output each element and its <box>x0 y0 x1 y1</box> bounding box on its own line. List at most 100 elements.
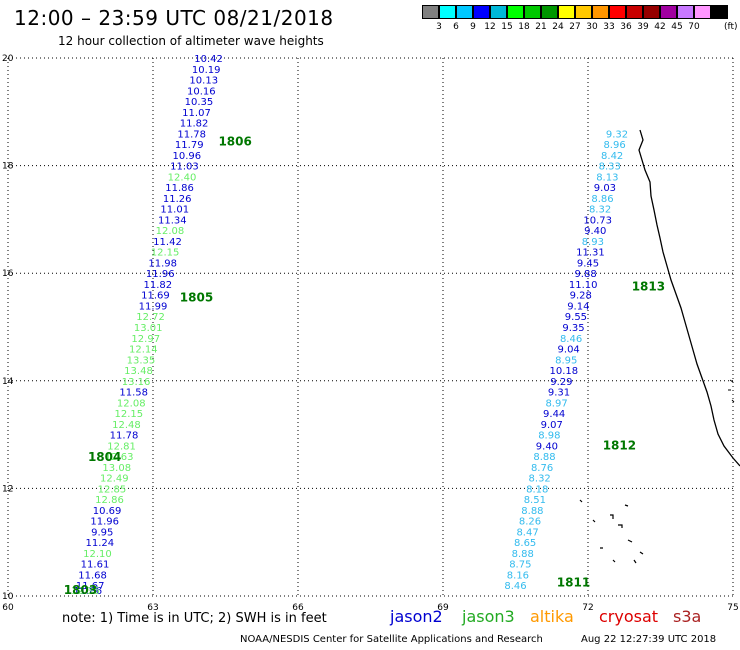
track-labels: 1806 1805 1804 1803 1813 1812 1811 <box>64 134 665 597</box>
color-scale-label: 42 <box>654 22 666 32</box>
wave-height-label: 9.88 <box>574 269 596 280</box>
color-swatch <box>541 5 558 19</box>
y-tick-label: 16 <box>2 269 14 279</box>
wave-height-label: 11.07 <box>182 108 211 119</box>
track-id-label: 1812 <box>603 438 636 452</box>
wave-height-label: 12.36 <box>71 586 100 597</box>
wave-height-label: 8.97 <box>545 398 567 409</box>
wave-height-label: 9.03 <box>594 183 616 194</box>
wave-height-label: 11.01 <box>160 205 189 216</box>
color-scale-label: 24 <box>552 22 564 32</box>
wave-height-label: 8.88 <box>521 506 543 517</box>
color-swatch <box>660 5 677 19</box>
color-scale-label: 45 <box>671 22 683 32</box>
wave-height-label: 13.48 <box>124 366 153 377</box>
track-id-label: 1803 <box>64 583 97 597</box>
legend-altika: altika <box>530 607 574 626</box>
y-tick-label: 18 <box>2 162 14 172</box>
wave-height-label: 11.86 <box>73 586 102 597</box>
color-scale-label: 21 <box>535 22 547 32</box>
color-scale-label: 18 <box>518 22 530 32</box>
wave-height-label: 8.65 <box>514 538 536 549</box>
wave-height-label: 12.63 <box>105 452 134 463</box>
color-scale-label: 6 <box>453 22 459 32</box>
y-axis-labels: 10 12 14 16 18 20 <box>2 54 14 602</box>
wave-height-label: 11.68 <box>78 570 107 581</box>
wave-height-label: 10.42 <box>194 54 223 65</box>
color-scale-label: 70 <box>688 22 700 32</box>
wave-height-label: 12.48 <box>112 420 141 431</box>
wave-height-label: 11.82 <box>180 119 209 130</box>
track-id-label: 1805 <box>180 290 213 304</box>
color-scale-label: 33 <box>603 22 615 32</box>
color-scale-label: 15 <box>501 22 513 32</box>
track-id-label: 1804 <box>88 450 121 464</box>
wave-height-label: 13.16 <box>122 377 151 388</box>
wave-height-label: 12.40 <box>168 172 197 183</box>
wave-height-label: 11.99 <box>139 301 168 312</box>
color-swatch <box>507 5 524 19</box>
wave-height-label: 8.86 <box>591 194 613 205</box>
map-grid <box>7 57 734 597</box>
wave-height-label: 9.29 <box>550 377 572 388</box>
wave-height-label: 8.88 <box>512 549 534 560</box>
legend-cryosat: cryosat <box>599 607 659 626</box>
color-scale-label: 12 <box>484 22 496 32</box>
wave-height-label: 9.14 <box>567 301 589 312</box>
wave-height-label: 8.95 <box>555 355 577 366</box>
y-tick-label: 20 <box>2 54 14 64</box>
color-swatch <box>490 5 507 19</box>
wave-height-label: 8.98 <box>538 431 560 442</box>
wave-height-label: 12.08 <box>156 226 185 237</box>
wave-height-label: 12.15 <box>115 409 144 420</box>
wave-height-label: 10.69 <box>93 506 122 517</box>
wave-height-label: 8.47 <box>516 527 538 538</box>
wave-height-label: 9.04 <box>558 345 580 356</box>
footer-timestamp: Aug 22 12:27:39 UTC 2018 <box>581 634 717 645</box>
wave-height-label: 9.31 <box>548 388 570 399</box>
wave-height-label: 11.61 <box>81 560 110 571</box>
wave-height-label: 11.24 <box>86 538 115 549</box>
wave-height-label: 12.97 <box>131 334 160 345</box>
wave-height-label: 11.10 <box>569 280 598 291</box>
wave-height-label: 12.72 <box>136 312 165 323</box>
y-tick-label: 12 <box>2 484 13 494</box>
color-swatch <box>456 5 473 19</box>
color-scale-label: 36 <box>620 22 632 32</box>
wave-height-label: 8.18 <box>526 484 548 495</box>
wave-height-label: 11.31 <box>576 248 605 259</box>
wave-height-label: 10.16 <box>187 86 216 97</box>
x-tick-label: 69 <box>437 603 449 613</box>
color-swatch <box>677 5 694 19</box>
wave-height-label: 13.35 <box>127 355 156 366</box>
wave-height-label: 9.45 <box>577 258 599 269</box>
wave-height-label: 12.81 <box>107 441 136 452</box>
wave-height-label: 12.10 <box>83 549 112 560</box>
x-tick-label: 66 <box>292 603 304 613</box>
track-id-label: 1806 <box>218 134 251 148</box>
footer-note: note: 1) Time is in UTC; 2) SWH is in fe… <box>62 611 327 626</box>
coastline <box>579 129 740 564</box>
wave-height-label: 9.32 <box>606 129 628 140</box>
wave-height-label: 11.78 <box>177 129 206 140</box>
wave-height-label: 11.67 <box>76 581 105 592</box>
x-tick-label: 72 <box>582 603 593 613</box>
measurement-labels: 10.4210.1910.1310.1610.3511.0711.8211.78… <box>71 54 628 597</box>
wave-height-label: 13.08 <box>102 463 131 474</box>
wave-height-label: 9.55 <box>565 312 587 323</box>
wave-height-label: 8.46 <box>504 581 526 592</box>
wave-height-label: 9.35 <box>562 323 584 334</box>
color-swatch <box>473 5 490 19</box>
wave-height-label: 12.86 <box>95 495 124 506</box>
wave-height-label: 9.40 <box>584 226 606 237</box>
wave-height-label: 12.85 <box>98 484 127 495</box>
color-scale-label: 9 <box>470 22 476 32</box>
wave-height-label: 11.98 <box>148 258 177 269</box>
color-swatch <box>711 5 728 19</box>
wave-height-label: 10.13 <box>189 76 218 87</box>
wave-height-label: 11.34 <box>158 215 187 226</box>
wave-height-label: 10.19 <box>192 65 221 76</box>
wave-height-label: 10.18 <box>550 366 579 377</box>
footer-credit: NOAA/NESDIS Center for Satellite Applica… <box>240 634 543 645</box>
wave-height-label: 8.75 <box>509 560 531 571</box>
